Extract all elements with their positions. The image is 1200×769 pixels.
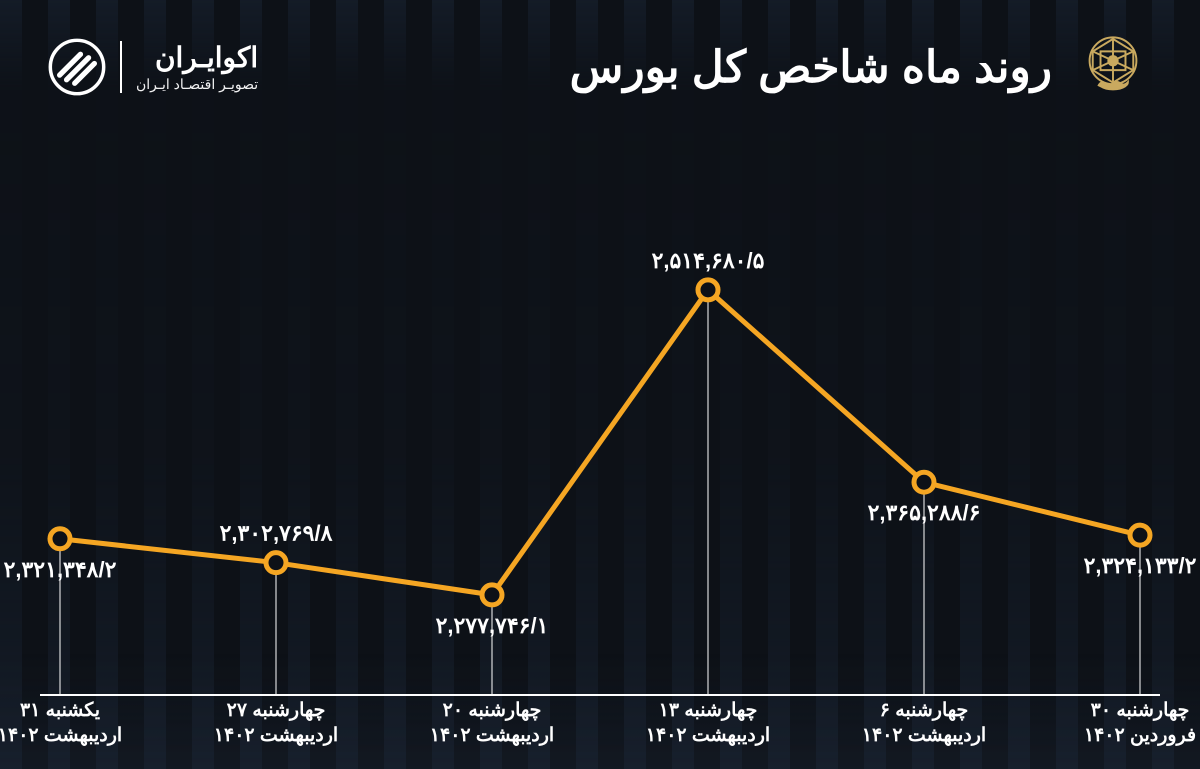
x-axis-tick-label: چهارشنبه ۲۷اردیبهشت ۱۴۰۲ — [214, 699, 338, 747]
data-point-value: ۲,۲۷۷,۷۴۶/۱ — [436, 613, 549, 638]
line-chart: ۲,۳۲۴,۱۳۳/۲ ۲,۳۶۵,۲۸۸/۶ ۲,۵۱۴,۶۸۰/۵ ۲,۲۷۷,۷… — [0, 140, 1200, 699]
x-axis-tick-label: چهارشنبه ۳۰فروردین ۱۴۰۲ — [1084, 699, 1196, 747]
data-point-value: ۲,۵۱۴,۶۸۰/۵ — [652, 248, 765, 273]
data-point-value: ۲,۳۲۴,۱۳۳/۲ — [1084, 553, 1197, 578]
brand-block: اکوایـران تصویـر اقتصـاد ایـران — [48, 38, 258, 96]
ecoiran-logo-icon — [48, 38, 106, 96]
x-axis-tick-label: یکشنبه ۳۱اردیبهشت ۱۴۰۲ — [0, 699, 122, 747]
chart-title: روند ماه شاخص کل بورس — [570, 42, 1052, 93]
brand-divider — [120, 41, 122, 93]
data-point-marker — [482, 585, 502, 605]
x-axis-labels: چهارشنبه ۳۰فروردین ۱۴۰۲ چهارشنبه ۶اردیبهش… — [0, 699, 1200, 755]
brand-name: اکوایـران — [136, 41, 258, 74]
data-point-value: ۲,۳۶۵,۲۸۸/۶ — [868, 500, 981, 525]
header: روند ماه شاخص کل بورس اکوایـران تصویـر ا… — [0, 0, 1200, 114]
data-point-marker — [266, 553, 286, 573]
data-point-value: ۲,۳۰۲,۷۶۹/۸ — [220, 521, 333, 546]
data-point-marker — [914, 472, 934, 492]
x-axis-tick-label: چهارشنبه ۱۳اردیبهشت ۱۴۰۲ — [646, 699, 770, 747]
data-point-marker — [50, 529, 70, 549]
data-point-value: ۲,۳۲۱,۳۴۸/۲ — [4, 557, 117, 582]
x-axis-tick-label: چهارشنبه ۶اردیبهشت ۱۴۰۲ — [862, 699, 986, 747]
brand-tagline: تصویـر اقتصـاد ایـران — [136, 76, 258, 93]
stock-exchange-logo-icon — [1074, 28, 1152, 106]
data-point-marker — [698, 280, 718, 300]
trend-line — [60, 290, 1140, 595]
data-point-marker — [1130, 525, 1150, 545]
x-axis-tick-label: چهارشنبه ۲۰اردیبهشت ۱۴۰۲ — [430, 699, 554, 747]
